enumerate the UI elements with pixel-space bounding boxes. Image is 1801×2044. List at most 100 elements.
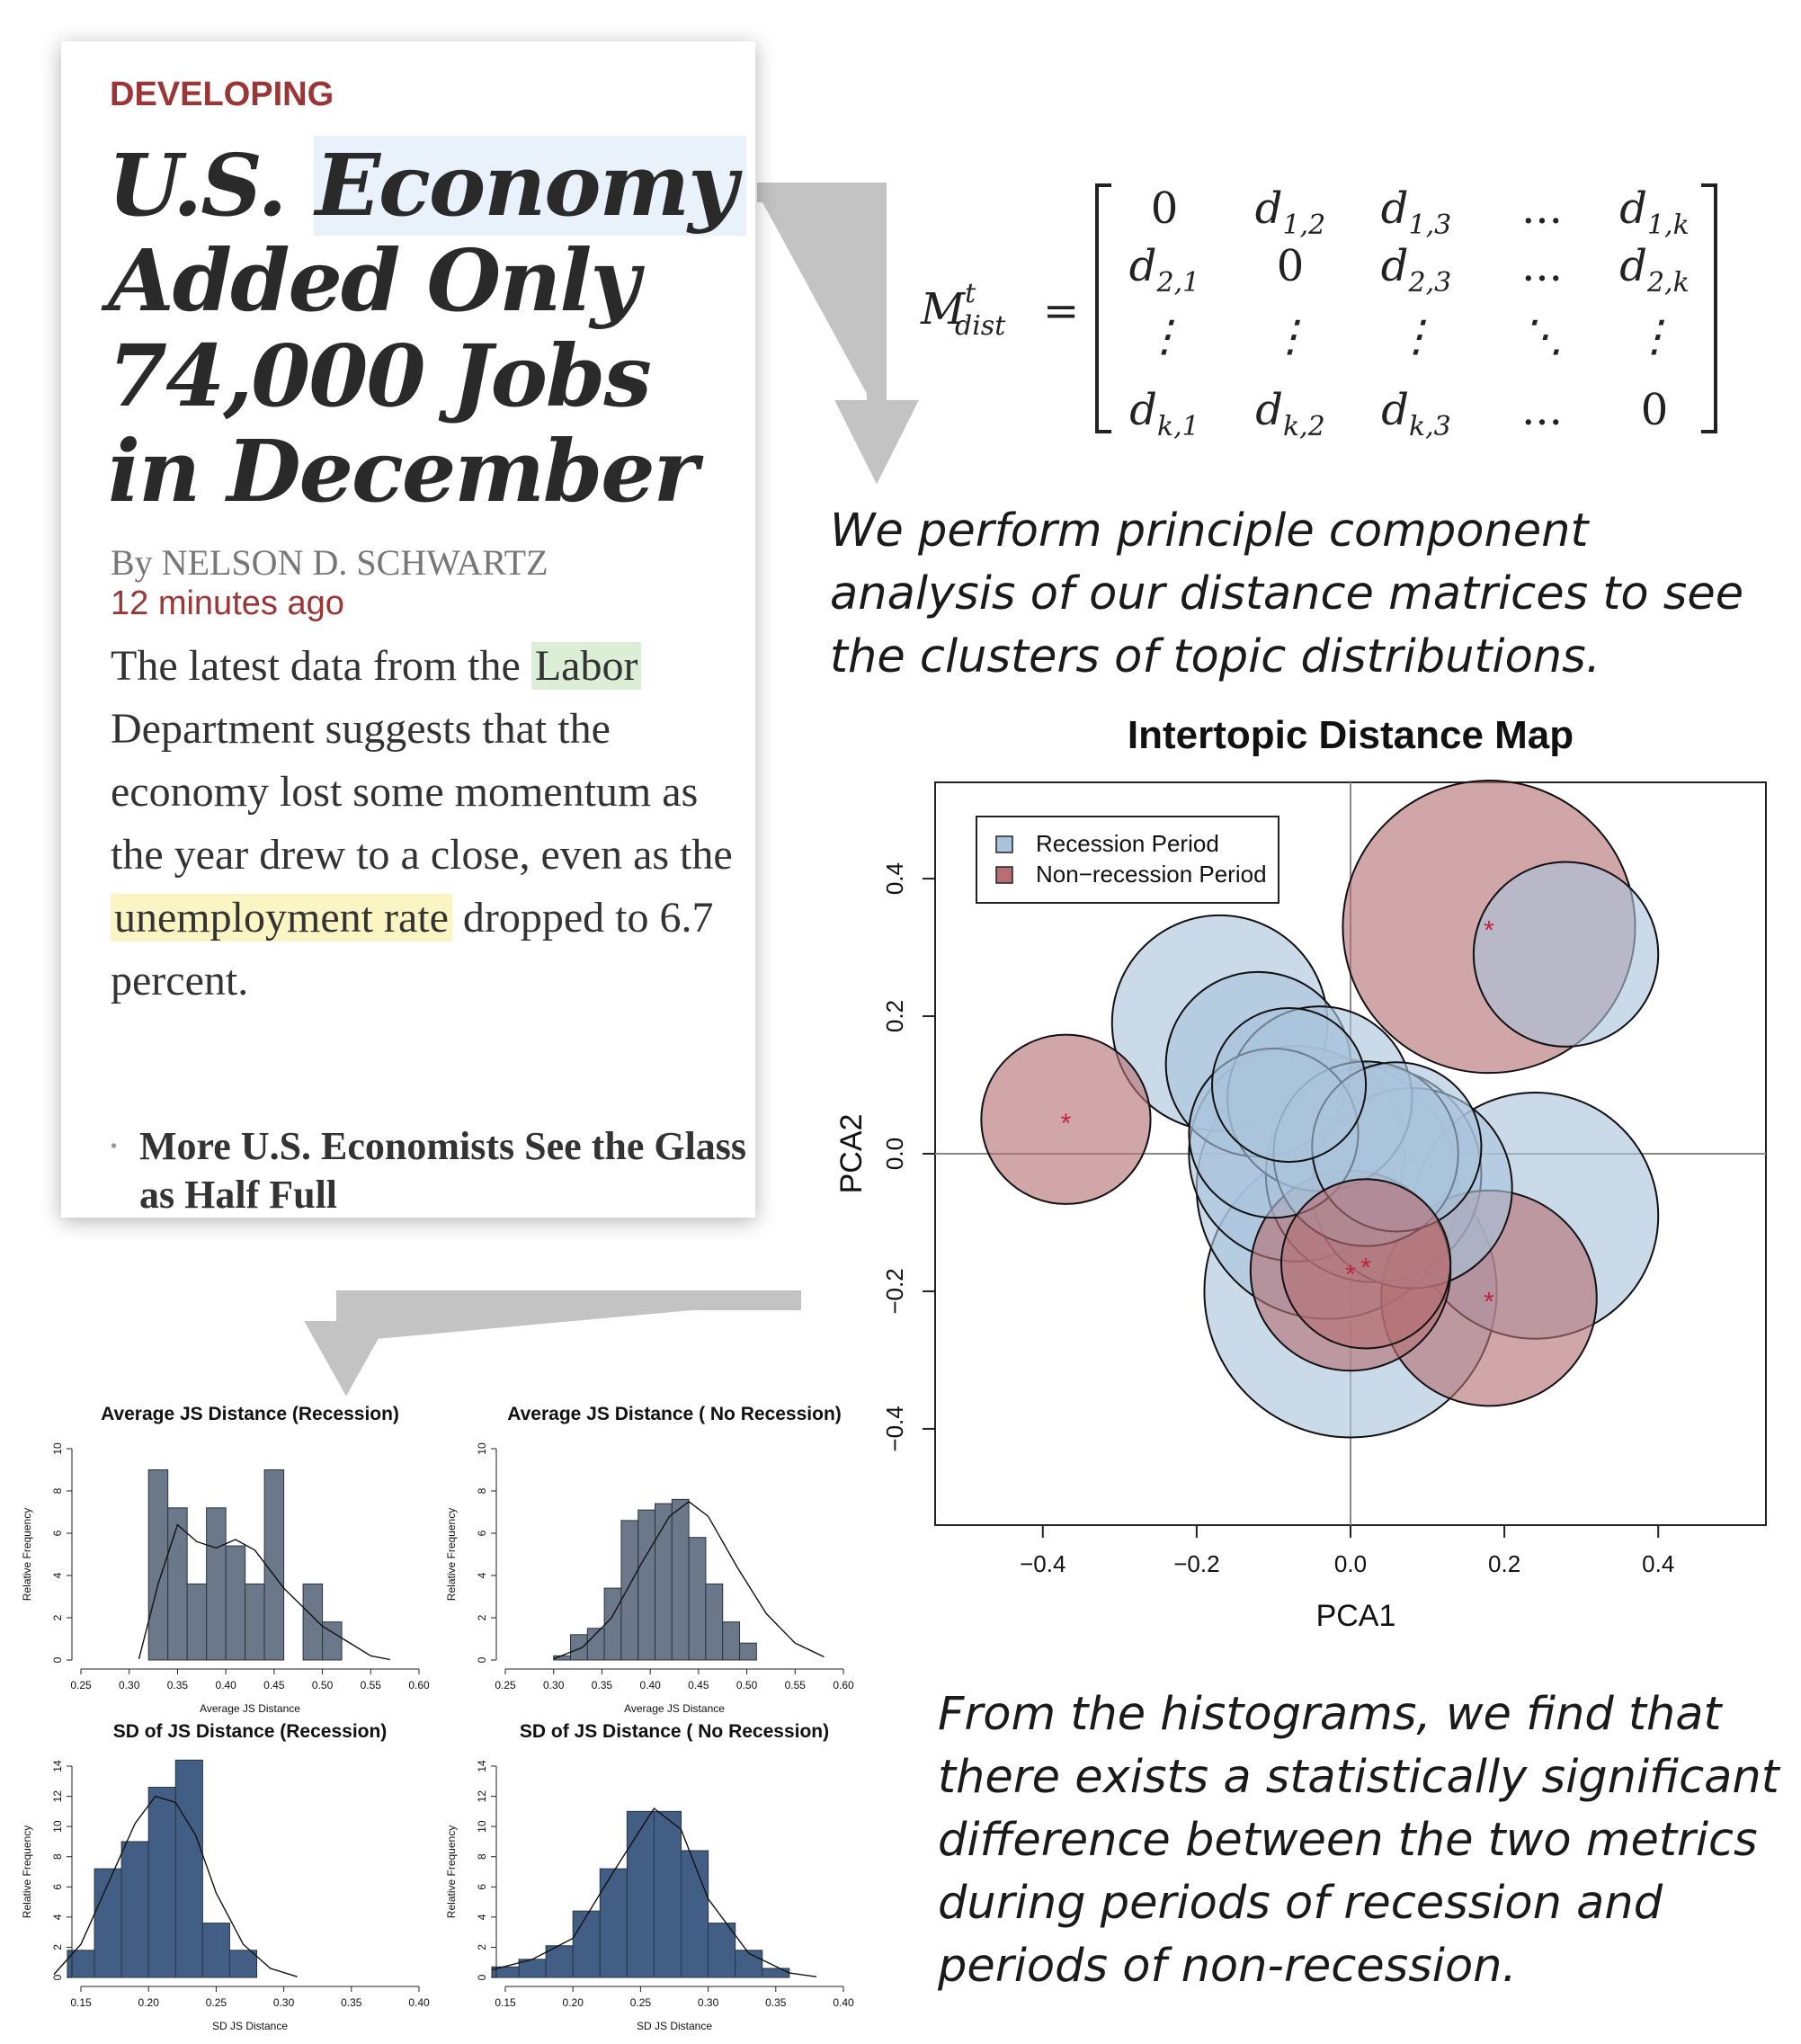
x-tick-label: 0.35 [341, 1996, 362, 2009]
matrix-cell: d1,k [1619, 183, 1690, 241]
related-article-title[interactable]: More U.S. Economists See the Glass as Ha… [139, 1124, 747, 1217]
histogram-title: SD of JS Distance (Recession) [113, 1721, 388, 1742]
y-axis-label: PCA2 [834, 1114, 869, 1194]
y-axis-label: Relative Frequency [21, 1825, 33, 1918]
histogram-bar [653, 1810, 682, 1978]
legend-label: Recession Period [1036, 830, 1219, 857]
matrix-cell: ... [1521, 385, 1563, 435]
matrix-lhs: Mt dist [920, 278, 1006, 342]
matrix-cell: 0 [1151, 183, 1179, 234]
matrix-lhs-symbol: M [920, 284, 967, 335]
topic-center-asterisk: * [1484, 916, 1494, 946]
y-tick-label: 0 [476, 1974, 488, 1980]
histogram-title: Average JS Distance (Recession) [101, 1404, 399, 1424]
arrow-to-histograms [304, 1290, 801, 1397]
intertopic-distance-map: Intertopic Distance Map*****−0.4 −0.2 0.0 0… [834, 713, 1767, 1633]
matrix-cell-symbol: ⋮ [1269, 311, 1312, 361]
histogram-bar [603, 1587, 622, 1661]
legend-swatch-recession [995, 835, 1013, 853]
matrix-cell-symbol: 0 [1641, 385, 1669, 435]
matrix-cell: ⋮ [1143, 311, 1186, 361]
histogram-bar [322, 1621, 343, 1661]
matrix-cell-subscript: 1,3 [1409, 210, 1452, 241]
matrix-cell: 0 [1277, 241, 1305, 291]
x-axis-label: PCA1 [1316, 1599, 1396, 1633]
histogram-avg-js-recession: Average JS Distance (Recession) 0.25 0.30 0… [21, 1404, 430, 1715]
matrix-cell-symbol: 0 [1277, 241, 1305, 291]
topic-center-asterisk: * [1061, 1109, 1072, 1138]
x-tick-label: 0.35 [592, 1679, 613, 1691]
histogram-caption: From the histograms, we find that there … [938, 1688, 1779, 1993]
non-recession-topic-bubble [980, 1033, 1152, 1205]
matrix-left-bracket [1095, 183, 1111, 433]
matrix-cell-subscript: 2,3 [1408, 267, 1452, 299]
matrix-cell-symbol: d [1619, 183, 1647, 234]
equals-sign: = [1043, 286, 1079, 336]
y-tick-label: 4 [51, 1572, 64, 1578]
x-tick-label: 0.40 [833, 1996, 854, 2009]
x-tick-label: 0.25 [630, 1996, 652, 2009]
article-headline[interactable]: U.S. Economy Added Only 74,000 Jobs in D… [108, 136, 755, 522]
timestamp: 12 minutes ago [111, 585, 344, 622]
density-curve [553, 1500, 825, 1660]
histogram-bar [762, 1968, 790, 1978]
matrix-cell-symbol: 0 [1151, 183, 1179, 234]
y-tick-label: 4 [51, 1914, 64, 1920]
matrix-cell-symbol: d [1255, 385, 1283, 435]
histogram-bar [681, 1850, 709, 1978]
x-tick-label: 0.50 [736, 1679, 758, 1691]
arrow-to-matrix [757, 183, 919, 485]
matrix-cell-symbol: ... [1521, 241, 1563, 291]
matrix-cell: dk,3 [1381, 385, 1451, 442]
histogram-bar [688, 1537, 707, 1661]
x-tick-label: 0.60 [408, 1679, 430, 1691]
x-tick-label: 0.30 [698, 1996, 719, 2009]
histogram-bar [206, 1507, 227, 1661]
x-tick-label: 0.4 [1642, 1550, 1674, 1577]
matrix-cell: d1,3 [1381, 183, 1451, 241]
y-tick-label: 6 [51, 1884, 64, 1890]
matrix-cell-symbol: d [1381, 241, 1409, 291]
x-tick-label: 0.55 [785, 1679, 807, 1691]
histogram-bar [570, 1634, 588, 1661]
x-tick-label: 0.20 [563, 1996, 584, 2009]
y-tick-label: 14 [476, 1760, 488, 1772]
y-tick-label: 10 [476, 1820, 488, 1833]
histogram-bar [201, 1923, 230, 1978]
y-tick-label: 8 [476, 1487, 488, 1494]
x-tick-label: 0.25 [70, 1679, 92, 1691]
kicker-label: DEVELOPING [110, 76, 334, 113]
density-curve [138, 1523, 390, 1661]
matrix-cell-subscript: 1,2 [1283, 210, 1326, 241]
matrix-cell: d2,3 [1381, 241, 1451, 299]
topic-center-asterisk: * [1484, 1288, 1494, 1317]
x-tick-label: 0.25 [206, 1996, 227, 2009]
matrix-lhs-subscript: dist [955, 310, 1006, 342]
matrix-cell-symbol: d [1381, 385, 1409, 435]
x-tick-label: 0.15 [495, 1996, 516, 2009]
y-tick-label: 8 [51, 1853, 64, 1860]
matrix-cell-subscript: 2,k [1646, 267, 1690, 299]
x-tick-label: 0.45 [263, 1679, 285, 1691]
topic-center-asterisk: * [1360, 1253, 1371, 1282]
headline-prefix: U.S. [108, 136, 314, 236]
histogram-bar [671, 1498, 690, 1661]
byline: By NELSON D. SCHWARTZ [111, 542, 548, 583]
histogram-bar [620, 1520, 639, 1661]
y-tick-label: 6 [476, 1530, 488, 1536]
histogram-bar [637, 1509, 656, 1661]
y-tick-label: 10 [51, 1442, 64, 1455]
matrix-cell-symbol: d [1255, 183, 1283, 234]
x-tick-label: 0.0 [1334, 1550, 1367, 1577]
matrix-cell: ⋱ [1520, 311, 1564, 361]
headline-rest: Added Only 74,000 Jobs in December [108, 231, 699, 522]
x-axis-label: SD JS Distance [212, 2020, 288, 2032]
y-tick-label: 2 [476, 1614, 488, 1620]
matrix-cell-subscript: k,2 [1283, 411, 1325, 442]
y-tick-label: 12 [51, 1790, 64, 1803]
matrix-cell-symbol: d [1129, 241, 1157, 291]
news-article-card: DEVELOPING U.S. Economy Added Only 74,00… [61, 41, 755, 1218]
matrix-cell-symbol: ⋮ [1395, 311, 1438, 361]
histogram-bar [147, 1787, 176, 1978]
